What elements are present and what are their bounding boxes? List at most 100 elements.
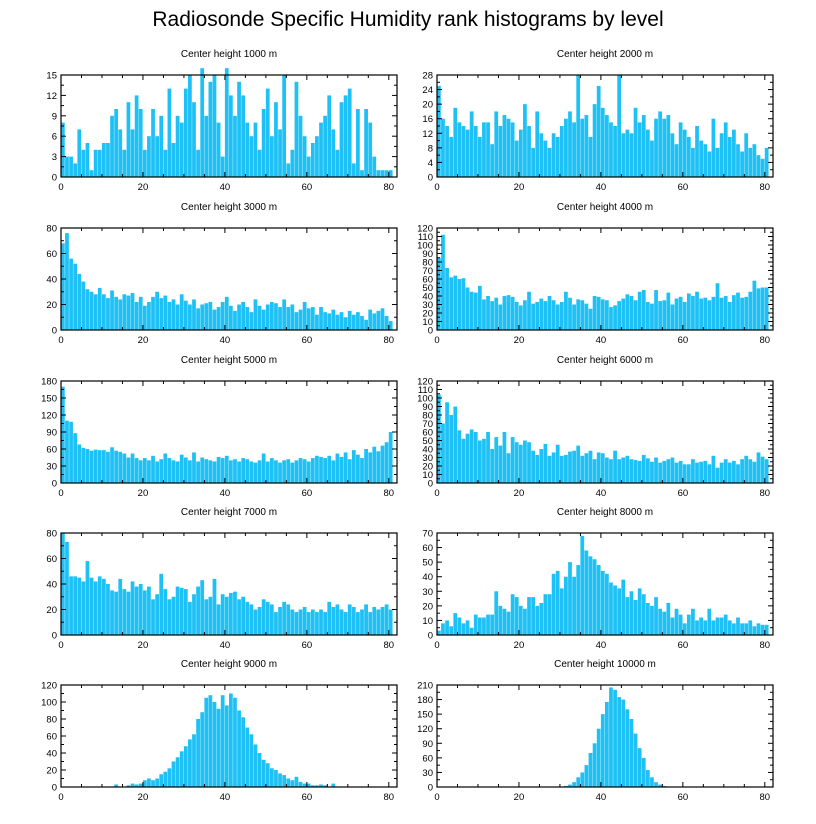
histogram-bar [531,450,535,483]
histogram-bar [625,129,630,177]
y-tick-label: 12 [46,91,57,102]
panel-title: Center height 5000 m [181,355,277,366]
histogram-bar [600,107,605,177]
histogram-bar [294,312,299,330]
histogram-bar [282,775,287,787]
histogram-bar [388,170,393,177]
x-tick-label: 60 [302,182,313,193]
histogram-bar [101,578,106,635]
histogram-bar [727,620,732,635]
histogram-bar [372,313,377,330]
y-tick-label: 0 [428,631,433,642]
histogram-bar [364,109,368,177]
histogram-bar [360,170,364,177]
y-tick-label: 50 [422,436,433,447]
histogram-bar [588,136,593,177]
histogram-bar [441,234,445,330]
histogram-bar [748,291,753,330]
x-tick-label: 80 [384,488,395,499]
y-tick-label: 0 [428,326,433,337]
histogram-bar [600,453,605,483]
histogram-bar [645,770,650,787]
histogram-bar [224,68,229,177]
histogram-bar [229,592,233,635]
histogram-bar [555,304,560,330]
x-tick-label: 80 [760,792,771,803]
histogram-bar [510,296,515,330]
histogram-bar [93,581,98,635]
histogram-bar [356,312,360,330]
histogram-bar [580,535,585,635]
histogram-bar [265,763,270,787]
histogram-bar [564,454,568,483]
histogram-bar [323,312,327,330]
histogram-bar [216,708,221,787]
histogram-bar [364,319,368,330]
histogram-bar [477,440,482,483]
histogram-bar [294,81,299,177]
histogram-bar [723,614,728,635]
y-tick-label: 90 [422,739,433,750]
histogram-bar [343,95,348,177]
histogram-bar [310,609,315,635]
histogram-bar [654,290,658,330]
histogram-bar [249,604,254,635]
histogram-bar [465,129,470,177]
histogram-bar [89,170,94,177]
histogram-bar [457,617,462,635]
histogram-bar [142,305,147,330]
histogram-bar [183,88,188,177]
histogram-bar [380,170,385,177]
histogram-bar [654,118,658,177]
histogram-bar [220,695,225,787]
histogram-bar [310,307,315,330]
histogram-bar [609,687,613,787]
histogram-bar [539,602,544,635]
histogram-bar [188,304,192,330]
histogram-bar [122,453,127,483]
histogram-bar [269,301,274,330]
histogram-bar [310,785,315,787]
histogram-bar [175,304,180,330]
panel-title: Center height 6000 m [557,355,653,366]
histogram-bar [220,594,225,635]
histogram-bar [134,458,139,483]
y-tick-label: 70 [422,529,433,540]
histogram-bar [61,122,65,177]
histogram-bar [65,541,69,635]
histogram-bar [633,733,638,787]
y-tick-label: 120 [417,724,433,735]
histogram-bar [274,102,278,177]
y-tick-label: 3 [52,152,57,163]
histogram-bar [482,438,486,483]
y-tick-label: 110 [418,232,433,243]
histogram-bar [752,461,757,483]
histogram-bar [695,291,699,330]
histogram-bar [319,456,323,483]
histogram-bar [351,314,356,330]
histogram-bar [494,437,499,483]
histogram-bar [629,133,634,177]
histogram-bar [740,297,744,330]
histogram-bar [650,303,654,330]
histogram-bar [360,315,364,330]
histogram-bar [167,301,172,330]
histogram-bar [605,457,609,483]
histogram-bar [101,294,106,330]
histogram-bar [621,133,626,177]
histogram-bar [707,151,712,177]
histogram-bar [356,454,360,483]
x-tick-label: 40 [220,335,231,346]
histogram-bar [233,591,237,635]
histogram-bar [605,573,609,635]
histogram-bar [744,455,749,483]
histogram-bar [490,144,495,177]
histogram-bar [510,437,515,483]
histogram-bar [506,295,511,330]
histogram-bar [531,303,535,330]
histogram-bar [490,614,495,635]
histogram-bar [752,280,757,330]
histogram-bar [97,576,102,635]
histogram-bar [666,115,671,177]
histogram-bar [163,295,168,330]
